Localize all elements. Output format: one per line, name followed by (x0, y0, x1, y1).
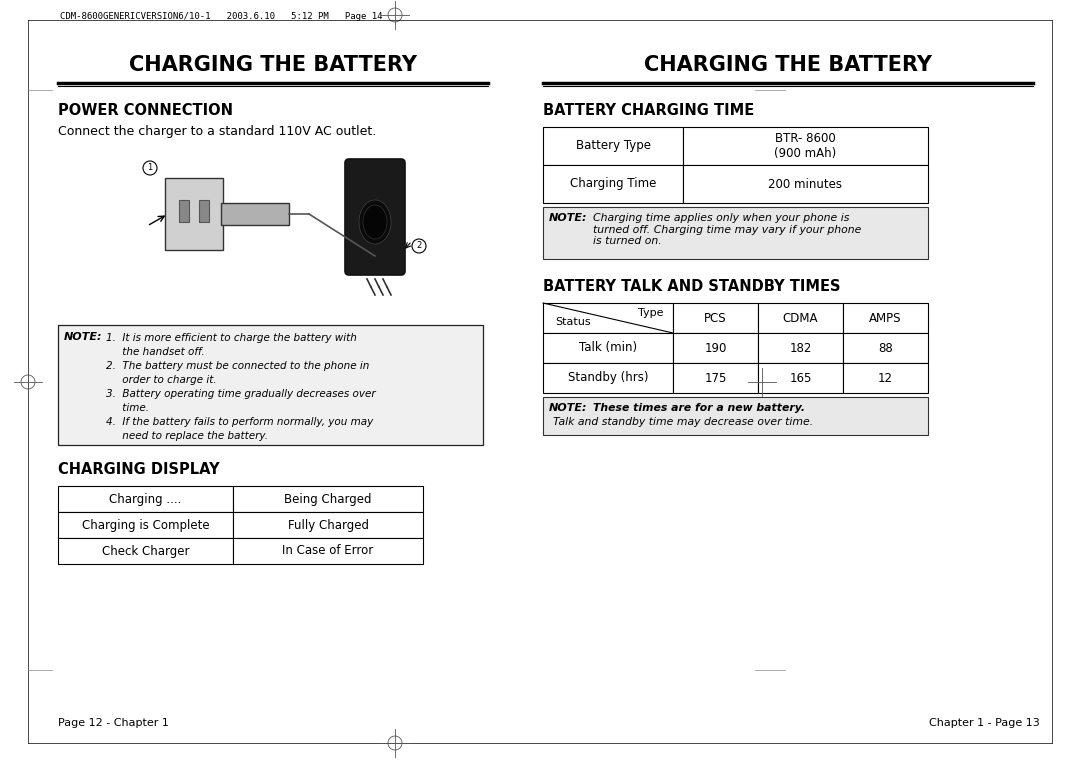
Text: 165: 165 (789, 372, 812, 385)
Bar (233, 486, 423, 512)
Bar (58, 325, 483, 445)
Text: need to replace the battery.: need to replace the battery. (106, 431, 268, 441)
Text: 175: 175 (704, 372, 727, 385)
Ellipse shape (363, 205, 387, 239)
Bar (179, 200, 189, 222)
Bar (543, 397, 928, 435)
Text: 1: 1 (147, 163, 152, 172)
Text: 88: 88 (878, 342, 893, 355)
Bar (758, 333, 843, 363)
Text: Charging time applies only when your phone is
turned off. Charging time may vary: Charging time applies only when your pho… (593, 213, 862, 246)
Bar (233, 512, 423, 538)
Text: NOTE:: NOTE: (549, 213, 588, 223)
Bar (683, 127, 928, 165)
Text: Connect the charger to a standard 110V AC outlet.: Connect the charger to a standard 110V A… (58, 125, 376, 138)
Bar (58, 512, 233, 538)
FancyBboxPatch shape (345, 159, 405, 275)
Bar (221, 203, 289, 225)
Bar (543, 303, 673, 333)
Text: Charging is Complete: Charging is Complete (82, 519, 210, 532)
Text: NOTE:: NOTE: (549, 403, 588, 413)
Text: In Case of Error: In Case of Error (282, 545, 374, 558)
Bar (233, 538, 423, 564)
Text: 4.  If the battery fails to perform normally, you may: 4. If the battery fails to perform norma… (106, 417, 374, 427)
Text: Being Charged: Being Charged (284, 492, 372, 506)
Bar (58, 486, 233, 512)
Bar (543, 363, 673, 393)
Text: PCS: PCS (704, 311, 727, 324)
Ellipse shape (359, 200, 391, 244)
Text: 182: 182 (789, 342, 812, 355)
Bar (673, 303, 758, 333)
Text: CHARGING DISPLAY: CHARGING DISPLAY (58, 462, 219, 477)
Text: Talk (min): Talk (min) (579, 342, 637, 355)
Bar (543, 165, 683, 203)
Bar (543, 127, 683, 165)
Text: time.: time. (106, 403, 149, 413)
Bar (758, 363, 843, 393)
Bar (58, 538, 233, 564)
Text: Check Charger: Check Charger (102, 545, 189, 558)
Text: Type: Type (638, 308, 664, 318)
Text: These times are for a new battery.: These times are for a new battery. (593, 403, 805, 413)
Bar (199, 200, 210, 222)
Text: 200 minutes: 200 minutes (769, 178, 842, 191)
Bar (673, 333, 758, 363)
Text: CHARGING THE BATTERY: CHARGING THE BATTERY (644, 55, 932, 75)
Bar (758, 303, 843, 333)
Bar (843, 363, 928, 393)
Text: Talk and standby time may decrease over time.: Talk and standby time may decrease over … (553, 417, 813, 427)
Text: Charging ....: Charging .... (109, 492, 181, 506)
Text: CHARGING THE BATTERY: CHARGING THE BATTERY (129, 55, 417, 75)
Text: 190: 190 (704, 342, 727, 355)
Text: the handset off.: the handset off. (106, 347, 205, 357)
Text: CDMA: CDMA (783, 311, 819, 324)
Text: AMPS: AMPS (869, 311, 902, 324)
Text: Charging Time: Charging Time (570, 178, 657, 191)
Text: 3.  Battery operating time gradually decreases over: 3. Battery operating time gradually decr… (106, 389, 376, 399)
Text: NOTE:: NOTE: (64, 332, 103, 342)
Bar (673, 363, 758, 393)
Text: CDM-8600GENERICVERSION6/10-1   2003.6.10   5:12 PM   Page 14: CDM-8600GENERICVERSION6/10-1 2003.6.10 5… (60, 12, 382, 21)
Text: Standby (hrs): Standby (hrs) (568, 372, 648, 385)
Bar (683, 165, 928, 203)
Text: POWER CONNECTION: POWER CONNECTION (58, 103, 233, 118)
Text: 2: 2 (417, 242, 421, 250)
Bar (843, 303, 928, 333)
Text: 1.  It is more efficient to charge the battery with: 1. It is more efficient to charge the ba… (106, 333, 356, 343)
Text: Chapter 1 - Page 13: Chapter 1 - Page 13 (929, 718, 1040, 728)
Text: Page 12 - Chapter 1: Page 12 - Chapter 1 (58, 718, 168, 728)
Bar (165, 178, 222, 250)
Text: BATTERY CHARGING TIME: BATTERY CHARGING TIME (543, 103, 754, 118)
Text: Status: Status (555, 317, 591, 327)
Text: 2.  The battery must be connected to the phone in: 2. The battery must be connected to the … (106, 361, 369, 371)
Bar (543, 207, 928, 259)
Text: 12: 12 (878, 372, 893, 385)
Bar (543, 333, 673, 363)
Text: BTR- 8600
(900 mAh): BTR- 8600 (900 mAh) (774, 132, 837, 160)
Text: Battery Type: Battery Type (576, 140, 650, 153)
Text: order to charge it.: order to charge it. (106, 375, 217, 385)
Text: BATTERY TALK AND STANDBY TIMES: BATTERY TALK AND STANDBY TIMES (543, 279, 840, 294)
Text: Fully Charged: Fully Charged (287, 519, 368, 532)
Bar (843, 333, 928, 363)
